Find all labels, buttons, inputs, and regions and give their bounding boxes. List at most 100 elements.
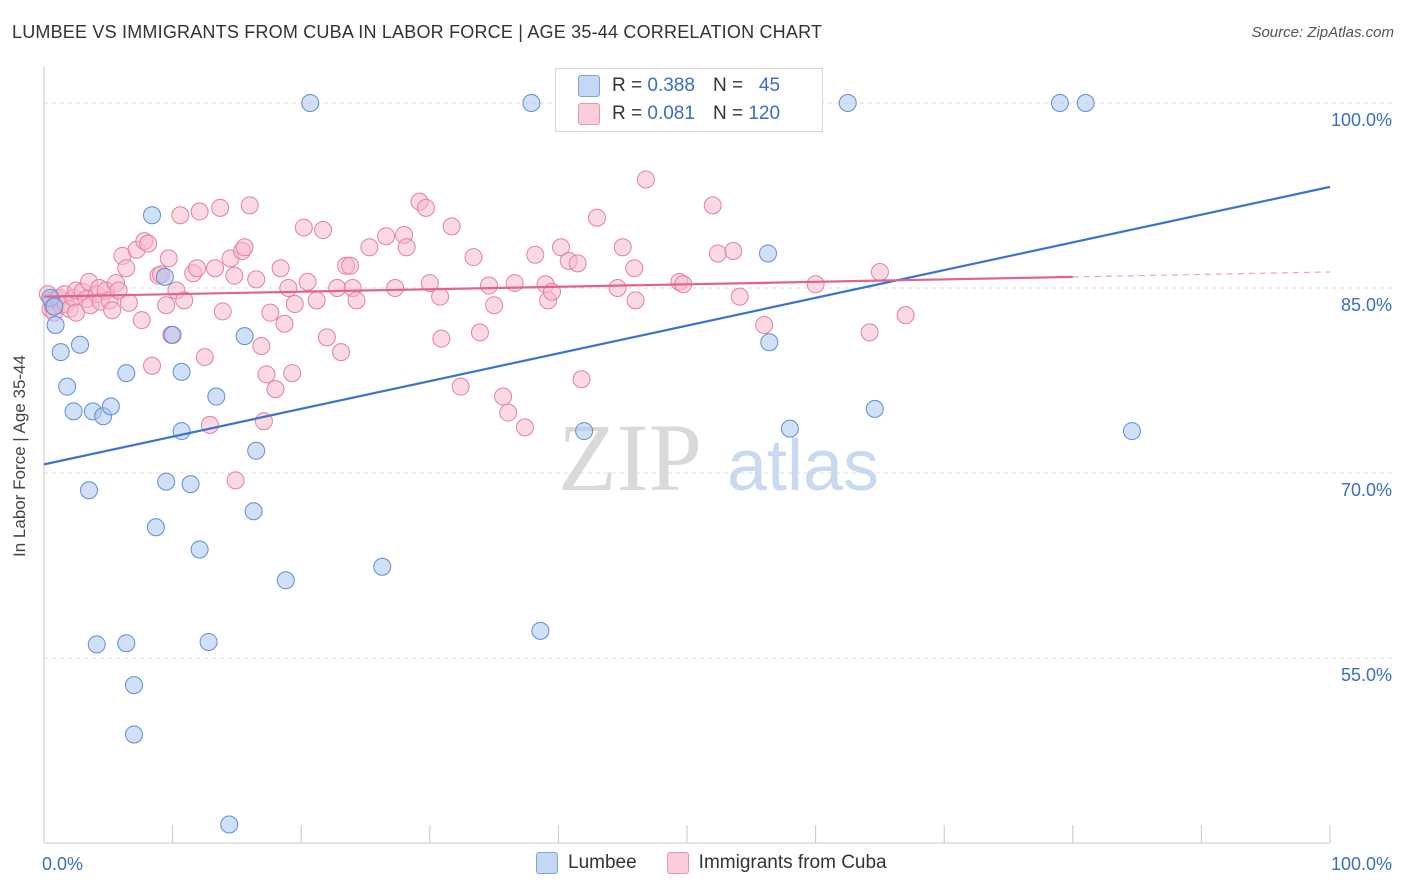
legend-r-label: R = [612,75,643,96]
series-legend: Lumbee Immigrants from Cuba [536,852,917,874]
cuba-point [416,198,435,217]
cuba-point [397,238,416,257]
cuba-point [730,287,749,306]
cuba-point [341,256,360,275]
series-lumbee-points [41,94,1141,834]
x-tick-label-max: 100.0% [1331,854,1392,874]
y-tick-labels: 55.0% 70.0% 85.0% 100.0% [1331,110,1392,685]
cuba-point [896,306,915,325]
cuba-point [314,221,333,240]
lumbee-point [190,540,209,559]
cuba-point [870,262,889,281]
cuba-point [117,259,136,278]
trend-lines [43,185,1331,466]
source-note: Source: ZipAtlas.com [1251,24,1394,41]
cuba-point [226,471,245,490]
legend-n-value: 45 [758,75,781,96]
cuba-point [252,336,271,355]
cuba-point [515,418,534,437]
cuba-point [235,238,254,257]
cuba-point [283,364,302,383]
legend-item-cuba: Immigrants from Cuba [666,852,887,874]
lumbee-point [101,397,120,416]
cuba-point [505,274,524,293]
lumbee-point [1050,94,1069,112]
lumbee-point [58,377,77,396]
cuba-point [266,380,285,399]
cuba-point [499,403,518,422]
lumbee-point [1122,422,1141,441]
lumbee-point [838,94,857,112]
lumbee-point [247,441,266,460]
lumbee-point [181,475,200,494]
lumbee-trend-line [43,185,1331,466]
watermark: ZIP atlas [558,404,879,511]
legend-row-cuba: R = 0.081 N = 120 [578,100,780,128]
cuba-point [568,254,587,273]
cuba-point [132,311,151,330]
cuba-point [347,291,366,310]
cuba-point [625,259,644,278]
cuba-point [708,244,727,263]
lumbee-point [244,502,263,521]
cuba-point [442,217,461,236]
y-axis-label: In Labor Force | Age 35-44 [10,355,29,557]
watermark-zip: ZIP [558,404,702,511]
lumbee-point [87,635,106,654]
cuba-point [613,238,632,257]
cuba-point [431,287,450,306]
lumbee-point [207,387,226,406]
lumbee-point [220,815,239,834]
lumbee-point [373,557,392,576]
lumbee-point [125,676,144,695]
cuba-point [275,314,294,333]
cuba-point [332,343,351,362]
cuba-point [294,218,313,237]
cuba-point [464,248,483,267]
legend-row-lumbee: R = 0.388 N = 45 [578,72,780,100]
lumbee-point [780,419,799,438]
lumbee-point [301,94,320,112]
lumbee-point [155,267,174,286]
x-tick-labels: 0.0% 100.0% [42,854,1392,874]
cuba-point [328,279,347,297]
lumbee-point [1076,94,1095,112]
cuba-point [285,295,304,314]
legend-n-label: N = [712,103,744,124]
lumbee-point [760,333,779,352]
legend-r-label: R = [612,103,643,124]
x-tick-label-min: 0.0% [42,854,83,874]
lumbee-point [51,343,70,362]
lumbee-point [531,621,550,640]
legend-swatch-cuba [666,852,689,874]
correlation-legend: R = 0.388 N = 45 R = 0.081 N = 120 [555,68,823,132]
chart-title: LUMBEE VS IMMIGRANTS FROM CUBA IN LABOR … [12,22,823,42]
cuba-point [240,196,259,215]
cuba-trend-line [43,275,1073,298]
lumbee-point [80,481,99,500]
y-tick-label: 55.0% [1341,665,1392,685]
lumbee-point [522,94,541,112]
legend-r-value: 0.388 [647,75,695,96]
cuba-point [377,227,396,246]
cuba-point [67,303,86,322]
cuba-point [159,249,178,268]
cuba-point [195,348,214,367]
cuba-point [257,365,276,384]
axes [43,66,1331,844]
legend-swatch-lumbee [578,75,600,97]
lumbee-point [146,518,165,537]
lumbee-point [117,364,136,383]
cuba-point [307,291,326,310]
lumbee-point [46,316,65,334]
cuba-point [572,370,591,389]
cuba-point [451,377,470,396]
cuba-point [271,259,290,278]
cuba-point [139,234,158,253]
cuba-trend-extension [1072,271,1331,278]
cuba-point [494,387,513,406]
legend-swatch-cuba [578,103,600,125]
cuba-point [587,208,606,227]
cuba-point [386,279,405,297]
